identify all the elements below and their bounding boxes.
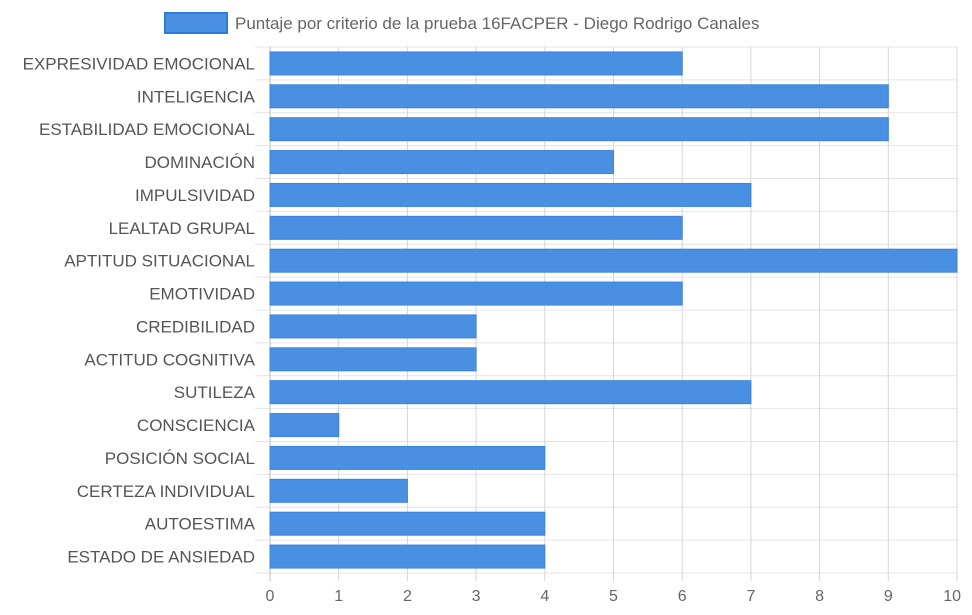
bar[interactable] [269, 445, 546, 470]
x-tick-label: 3 [472, 588, 481, 605]
bars [269, 51, 958, 569]
y-category-label: INTELIGENCIA [137, 87, 256, 106]
y-category-label: CREDIBILIDAD [136, 317, 255, 336]
x-axis: 0 1 2 3 4 5 6 7 8 9 10 [266, 588, 962, 605]
bar[interactable] [269, 511, 546, 536]
y-category-label: IMPULSIVIDAD [135, 186, 255, 205]
y-category-label: EXPRESIVIDAD EMOCIONAL [23, 54, 255, 73]
bar[interactable] [269, 380, 752, 405]
bar[interactable] [269, 248, 958, 273]
y-category-label: AUTOESTIMA [145, 515, 256, 534]
bar[interactable] [269, 347, 477, 372]
bar[interactable] [269, 117, 889, 142]
y-category-label: ESTADO DE ANSIEDAD [67, 548, 255, 567]
bar[interactable] [269, 314, 477, 339]
x-tick-label: 0 [266, 588, 275, 605]
legend-swatch [164, 12, 228, 34]
bar[interactable] [269, 150, 614, 175]
x-tick-label: 5 [609, 588, 618, 605]
bar[interactable] [269, 281, 683, 306]
y-category-label: ESTABILIDAD EMOCIONAL [39, 120, 255, 139]
legend-label: Puntaje por criterio de la prueba 16FACP… [235, 14, 759, 33]
x-tick-label: 10 [943, 588, 961, 605]
bar[interactable] [269, 182, 752, 207]
bar[interactable] [269, 84, 889, 109]
grid [255, 46, 958, 581]
y-category-label: ACTITUD COGNITIVA [84, 350, 255, 369]
x-tick-label: 6 [678, 588, 687, 605]
y-category-label: APTITUD SITUACIONAL [64, 252, 255, 271]
x-tick-label: 7 [746, 588, 755, 605]
x-tick-label: 8 [815, 588, 824, 605]
y-category-label: CONSCIENCIA [137, 416, 256, 435]
x-tick-label: 2 [403, 588, 412, 605]
legend[interactable]: Puntaje por criterio de la prueba 16FACP… [164, 12, 759, 34]
x-tick-label: 4 [540, 588, 549, 605]
y-category-label: DOMINACIÓN [145, 153, 256, 172]
y-category-label: POSICIÓN SOCIAL [105, 449, 255, 468]
bar[interactable] [269, 413, 340, 438]
y-category-label: EMOTIVIDAD [149, 285, 255, 304]
y-category-label: CERTEZA INDIVIDUAL [77, 482, 255, 501]
y-category-label: SUTILEZA [174, 383, 256, 402]
bar[interactable] [269, 51, 683, 76]
y-axis: EXPRESIVIDAD EMOCIONAL INTELIGENCIA ESTABI… [23, 54, 256, 566]
bar[interactable] [269, 478, 408, 503]
y-category-label: LEALTAD GRUPAL [109, 219, 255, 238]
bar[interactable] [269, 544, 546, 569]
x-tick-label: 1 [334, 588, 343, 605]
x-tick-label: 9 [884, 588, 893, 605]
bar[interactable] [269, 215, 683, 240]
